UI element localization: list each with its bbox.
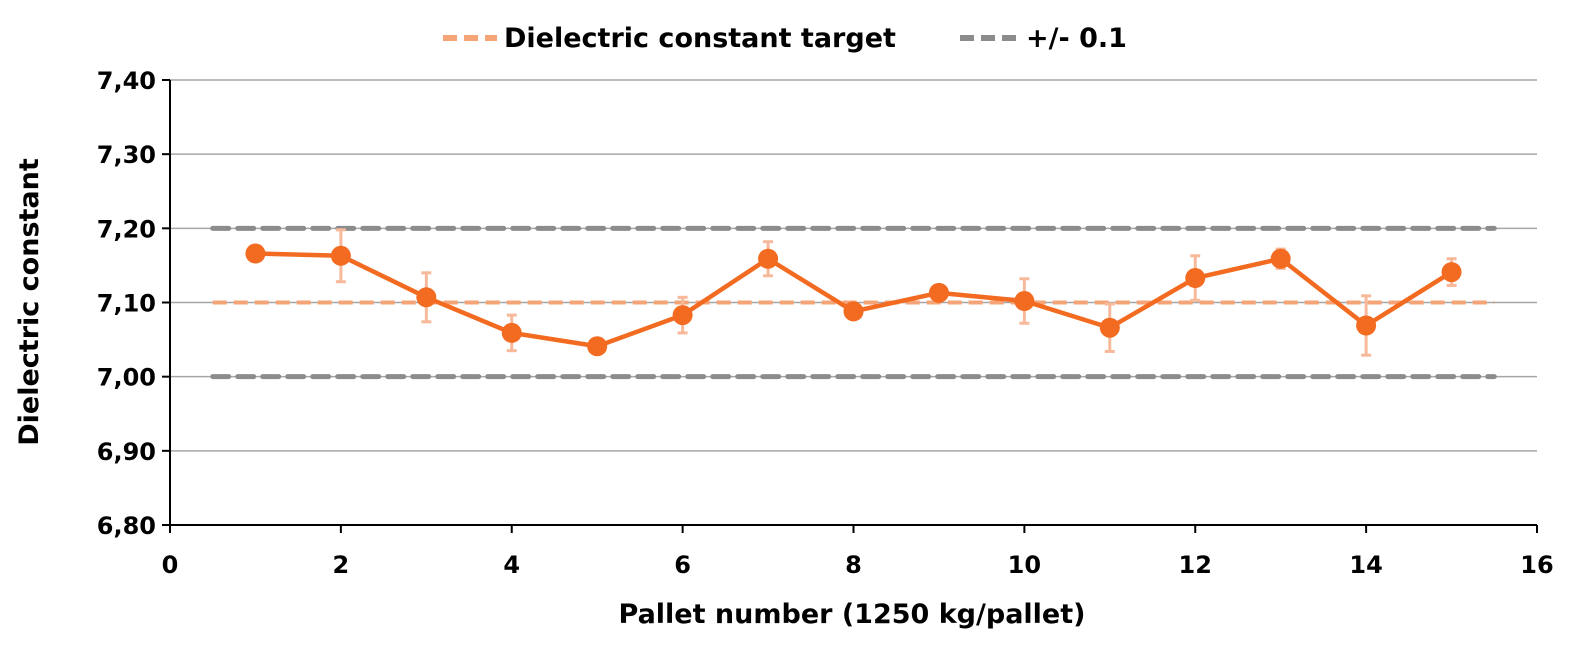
legend: Dielectric constant target +/- 0.1 — [443, 23, 1127, 54]
x-tick-label: 14 — [1349, 551, 1382, 579]
x-tick-label: 6 — [674, 551, 691, 579]
y-tick-label: 6,90 — [97, 438, 156, 466]
data-point — [1270, 248, 1291, 269]
data-series — [245, 243, 1462, 357]
tick-labels: 6,80 6,90 7,00 7,10 7,20 7,30 7,40 0 2 4 6 8 10 12 14 1… — [97, 67, 1554, 579]
data-point — [587, 336, 608, 357]
axes — [162, 79, 1538, 533]
data-point — [245, 243, 266, 264]
data-point — [1356, 315, 1377, 336]
y-tick-label: 7,10 — [97, 290, 156, 318]
data-point — [1014, 291, 1035, 312]
x-tick-label: 4 — [503, 551, 520, 579]
x-tick-label: 0 — [162, 551, 179, 579]
data-point — [330, 245, 351, 266]
data-point — [416, 287, 437, 308]
y-tick-label: 7,30 — [97, 141, 156, 169]
x-tick-label: 12 — [1179, 551, 1212, 579]
data-point — [843, 301, 864, 322]
x-tick-label: 2 — [333, 551, 350, 579]
y-tick-label: 7,20 — [97, 215, 156, 243]
legend-tolerance-label: +/- 0.1 — [1026, 23, 1127, 54]
data-point — [1099, 317, 1120, 338]
y-tick-label: 7,40 — [97, 67, 156, 95]
y-tick-label: 7,00 — [97, 364, 156, 392]
data-point — [928, 282, 949, 303]
legend-target-label: Dielectric constant target — [504, 23, 896, 54]
x-axis-title: Pallet number (1250 kg/pallet) — [619, 599, 1086, 630]
data-point — [1185, 268, 1206, 289]
data-point — [501, 322, 522, 343]
x-tick-label: 10 — [1008, 551, 1041, 579]
y-axis-title: Dielectric constant — [14, 158, 45, 446]
gridlines — [170, 79, 1537, 452]
x-tick-label: 8 — [845, 551, 862, 579]
y-tick-label: 6,80 — [97, 512, 156, 540]
data-point — [1441, 262, 1462, 283]
data-point — [758, 248, 779, 269]
x-tick-label: 16 — [1520, 551, 1553, 579]
data-point — [672, 305, 693, 326]
